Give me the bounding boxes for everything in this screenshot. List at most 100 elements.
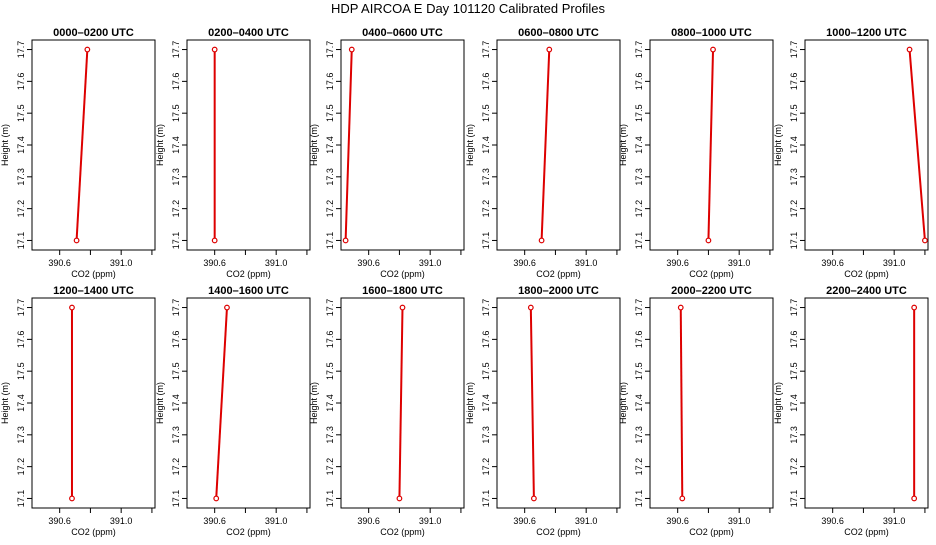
x-axis-label: CO2 (ppm) bbox=[380, 269, 425, 279]
series-line bbox=[908, 49, 926, 241]
panel-title: 0600–0800 UTC bbox=[518, 27, 599, 39]
x-tick-label: 391.0 bbox=[728, 258, 751, 268]
y-tick-label: 17.2 bbox=[16, 200, 26, 218]
panel-title: 1000–1200 UTC bbox=[826, 27, 907, 39]
y-tick-label: 17.2 bbox=[325, 458, 335, 476]
plot-frame bbox=[804, 297, 929, 509]
plot-frame bbox=[496, 39, 621, 251]
panel-title: 2000–2200 UTC bbox=[671, 285, 752, 297]
x-tick-label: 391.0 bbox=[419, 516, 442, 526]
y-tick-label: 17.6 bbox=[634, 73, 644, 91]
y-tick-label: 17.6 bbox=[481, 331, 491, 349]
x-tick-label: 390.6 bbox=[357, 516, 380, 526]
data-point bbox=[213, 495, 220, 502]
y-tick-label: 17.2 bbox=[481, 458, 491, 476]
x-axis-label: CO2 (ppm) bbox=[226, 527, 271, 537]
y-tick-label: 17.3 bbox=[634, 168, 644, 186]
y-tick-label: 17.3 bbox=[789, 168, 799, 186]
y-tick-label: 17.6 bbox=[171, 331, 181, 349]
y-tick-label: 17.7 bbox=[16, 41, 26, 59]
y-tick-label: 17.4 bbox=[481, 394, 491, 412]
y-tick-label: 17.4 bbox=[634, 136, 644, 154]
data-point bbox=[705, 237, 712, 244]
y-tick-label: 17.7 bbox=[481, 41, 491, 59]
data-point bbox=[69, 304, 75, 311]
y-tick-label: 17.3 bbox=[634, 426, 644, 444]
y-tick-label: 17.1 bbox=[171, 490, 181, 508]
panel-title: 0200–0400 UTC bbox=[208, 27, 289, 39]
y-tick-label: 17.6 bbox=[325, 73, 335, 91]
y-tick-label: 17.7 bbox=[789, 41, 799, 59]
x-tick-label: 391.0 bbox=[883, 516, 906, 526]
y-tick-label: 17.5 bbox=[16, 362, 26, 380]
y-tick-label: 17.3 bbox=[325, 168, 335, 186]
x-tick-label: 391.0 bbox=[265, 516, 288, 526]
y-tick-label: 17.7 bbox=[481, 299, 491, 317]
y-tick-label: 17.6 bbox=[789, 73, 799, 91]
x-axis-label: CO2 (ppm) bbox=[844, 269, 889, 279]
y-axis-label: Height (m) bbox=[0, 124, 10, 166]
y-tick-label: 17.4 bbox=[171, 394, 181, 412]
y-axis-label: Height (m) bbox=[0, 382, 10, 424]
y-tick-label: 17.4 bbox=[325, 394, 335, 412]
y-axis-label: Height (m) bbox=[465, 382, 475, 424]
x-tick-label: 390.6 bbox=[203, 516, 226, 526]
x-tick-label: 391.0 bbox=[575, 258, 598, 268]
panel-title: 0800–1000 UTC bbox=[671, 27, 752, 39]
y-tick-label: 17.4 bbox=[789, 136, 799, 154]
y-axis-label: Height (m) bbox=[155, 124, 165, 166]
y-tick-label: 17.1 bbox=[481, 232, 491, 250]
plot-frame bbox=[804, 39, 929, 251]
y-tick-label: 17.1 bbox=[16, 490, 26, 508]
y-tick-label: 17.4 bbox=[789, 394, 799, 412]
data-point bbox=[679, 495, 686, 502]
data-point bbox=[211, 237, 218, 244]
y-tick-label: 17.1 bbox=[789, 232, 799, 250]
plot-frame bbox=[186, 39, 311, 251]
y-tick-label: 17.2 bbox=[171, 200, 181, 218]
x-tick-label: 390.6 bbox=[48, 258, 71, 268]
x-axis-label: CO2 (ppm) bbox=[226, 269, 271, 279]
panel-title: 2200–2400 UTC bbox=[826, 285, 907, 297]
y-axis-label: Height (m) bbox=[773, 382, 783, 424]
y-tick-label: 17.7 bbox=[634, 299, 644, 317]
x-axis-label: CO2 (ppm) bbox=[689, 527, 734, 537]
x-tick-label: 391.0 bbox=[728, 516, 751, 526]
x-tick-label: 390.6 bbox=[203, 258, 226, 268]
x-tick-label: 391.0 bbox=[419, 258, 442, 268]
y-tick-label: 17.3 bbox=[171, 426, 181, 444]
y-axis-label: Height (m) bbox=[309, 382, 319, 424]
y-axis-label: Height (m) bbox=[155, 382, 165, 424]
y-tick-label: 17.1 bbox=[171, 232, 181, 250]
x-tick-label: 391.0 bbox=[575, 516, 598, 526]
x-tick-label: 390.6 bbox=[48, 516, 71, 526]
y-tick-label: 17.6 bbox=[16, 331, 26, 349]
panel-title: 1800–2000 UTC bbox=[518, 285, 599, 297]
x-tick-label: 390.6 bbox=[357, 258, 380, 268]
series-line bbox=[398, 307, 404, 499]
y-axis-label: Height (m) bbox=[465, 124, 475, 166]
y-tick-label: 17.7 bbox=[789, 299, 799, 317]
x-tick-label: 390.6 bbox=[513, 516, 536, 526]
y-tick-label: 17.7 bbox=[634, 41, 644, 59]
y-tick-label: 17.5 bbox=[171, 104, 181, 122]
data-point bbox=[527, 304, 534, 311]
y-tick-label: 17.5 bbox=[789, 104, 799, 122]
y-tick-label: 17.4 bbox=[634, 394, 644, 412]
y-tick-label: 17.6 bbox=[325, 331, 335, 349]
x-axis-label: CO2 (ppm) bbox=[380, 527, 425, 537]
y-tick-label: 17.3 bbox=[481, 168, 491, 186]
y-axis-label: Height (m) bbox=[618, 124, 628, 166]
y-tick-label: 17.5 bbox=[16, 104, 26, 122]
y-tick-label: 17.3 bbox=[16, 168, 26, 186]
y-tick-label: 17.7 bbox=[325, 299, 335, 317]
data-point bbox=[224, 304, 230, 311]
data-point bbox=[911, 304, 918, 311]
x-tick-label: 390.6 bbox=[513, 258, 536, 268]
x-tick-label: 390.6 bbox=[821, 516, 844, 526]
